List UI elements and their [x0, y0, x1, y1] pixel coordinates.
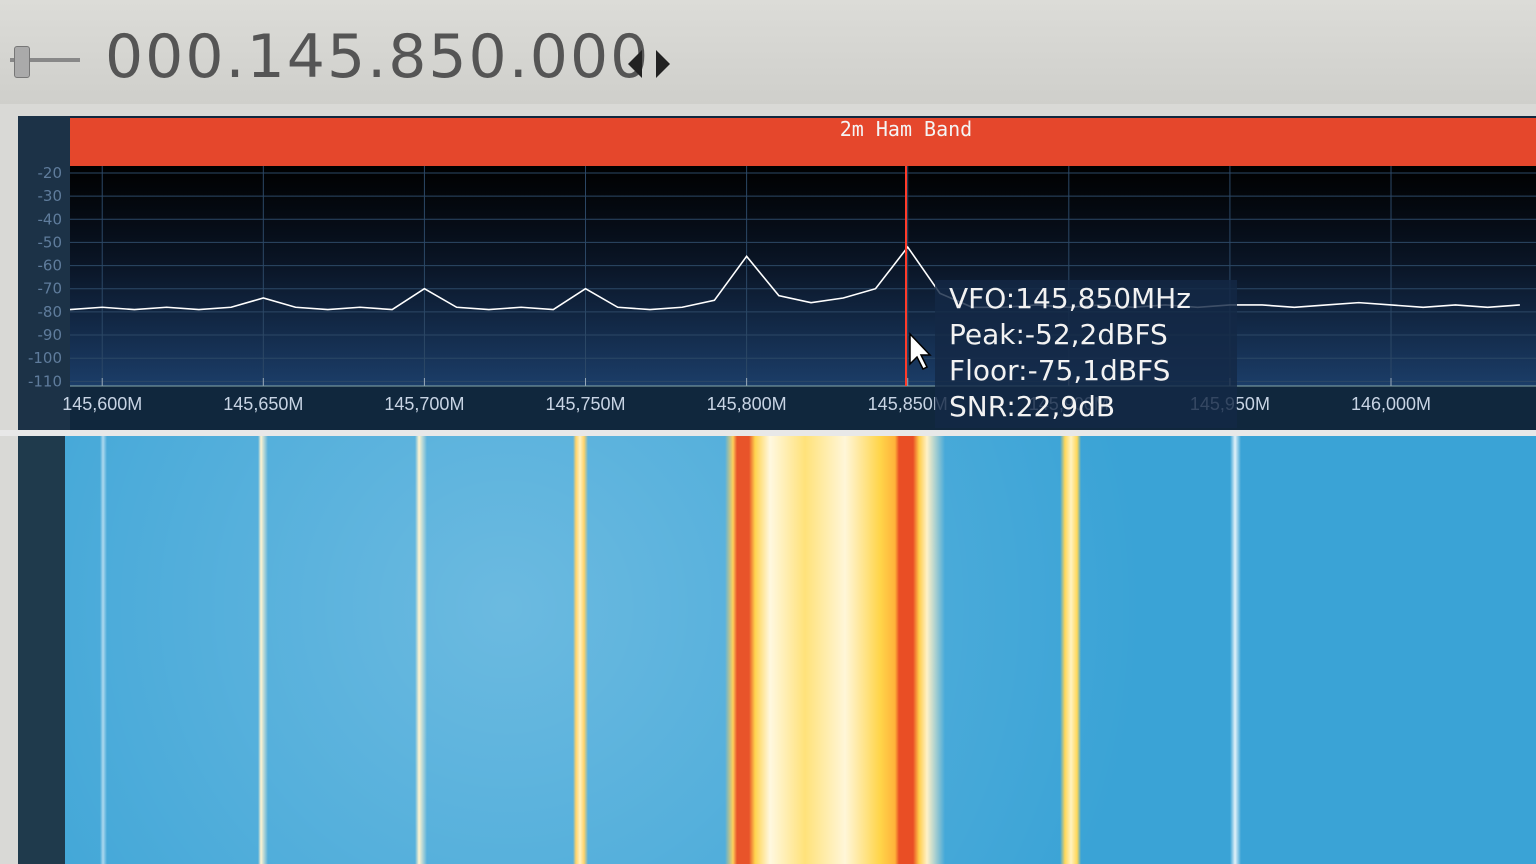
- x-tick-label: 145,700M: [384, 394, 464, 414]
- tooltip-vfo: VFO:145,850MHz: [949, 282, 1191, 315]
- x-tick-label: 145,850M: [868, 394, 948, 414]
- tooltip-snr: SNR:22,9dB: [949, 390, 1116, 423]
- band-label: 2m Ham Band: [840, 117, 972, 141]
- tooltip-peak: Peak:-52,2dBFS: [949, 318, 1168, 351]
- y-tick-label: -30: [38, 187, 63, 205]
- y-tick-label: -40: [38, 210, 63, 228]
- toolbar: 000.145.850.000: [0, 0, 1536, 104]
- slider-track: [10, 58, 80, 62]
- x-tick-label: 145,800M: [707, 394, 787, 414]
- slider-knob[interactable]: [14, 46, 30, 78]
- band-bar: [70, 118, 1536, 166]
- x-tick-label: 145,650M: [223, 394, 303, 414]
- spectrum-panel: 2m Ham Band -20 -30 -40 -50 -60 -70 -80 -90 -100…: [0, 116, 1536, 436]
- tune-arrows[interactable]: [628, 46, 678, 82]
- y-tick-label: -70: [38, 280, 63, 298]
- waterfall-image: [65, 436, 1536, 864]
- y-tick-label: -80: [38, 303, 63, 321]
- mouse-cursor: [909, 332, 932, 371]
- x-tick-label: 145,600M: [62, 394, 142, 414]
- tooltip-floor: Floor:-75,1dBFS: [949, 354, 1171, 387]
- frequency-display[interactable]: 000.145.850.000: [105, 22, 651, 92]
- y-tick-label: -20: [38, 164, 63, 182]
- y-tick-label: -110: [28, 372, 62, 390]
- y-tick-label: -50: [38, 233, 63, 251]
- waterfall: [18, 436, 1536, 864]
- y-tick-label: -100: [28, 349, 62, 367]
- x-tick-label: 146,000M: [1351, 394, 1431, 414]
- y-tick-label: -90: [38, 326, 63, 344]
- tooltip: VFO:145,850MHz Peak:-52,2dBFS Floor:-75,…: [935, 280, 1237, 428]
- y-tick-label: -60: [38, 257, 63, 275]
- x-tick-label: 145,750M: [545, 394, 625, 414]
- spectrum-line: [69, 245, 1520, 311]
